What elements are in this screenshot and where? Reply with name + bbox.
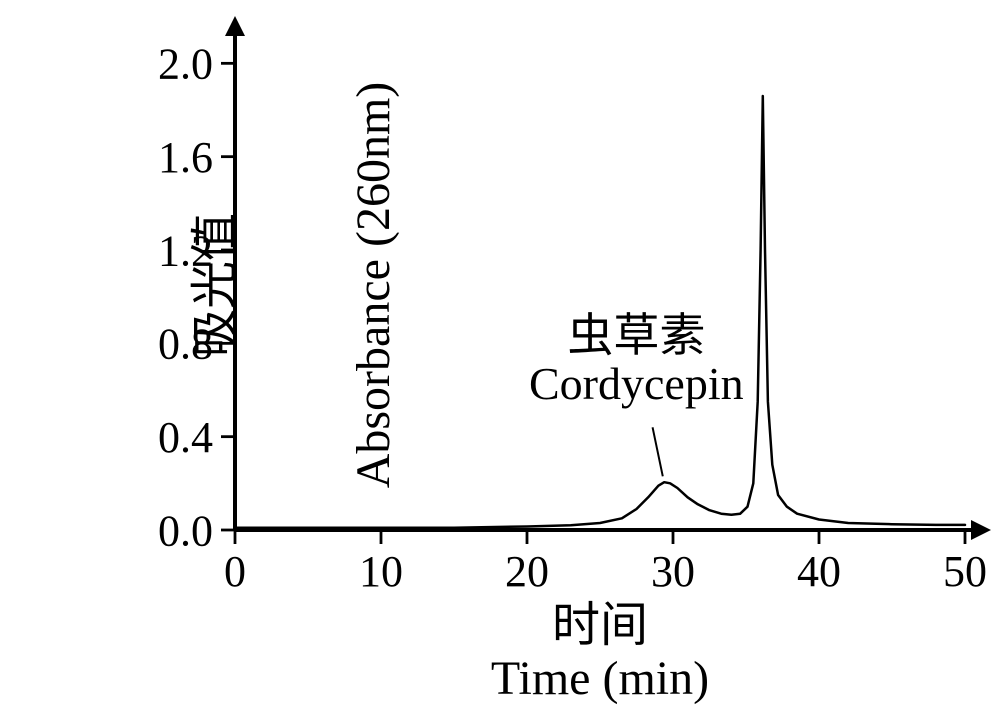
x-tick-label: 50 (943, 547, 987, 596)
peak-label-en: Cordycepin (529, 360, 744, 408)
x-tick-label: 20 (505, 547, 549, 596)
y-axis-label-cn: 吸光值 (189, 0, 242, 570)
cordycepin-peak-label: 虫草素 Cordycepin (529, 312, 744, 409)
y-axis-label-en: Absorbance (260nm) (348, 0, 401, 570)
y-axis-label: 吸光值 Absorbance (260nm) (84, 0, 506, 570)
x-tick-label: 40 (797, 547, 841, 596)
x-tick-label: 30 (651, 547, 695, 596)
peak-callout-line (653, 427, 663, 476)
peak-label-cn: 虫草素 (529, 312, 744, 360)
x-axis-label-en: Time (min) (235, 653, 965, 706)
x-axis-label: 时间 Time (min) (235, 600, 965, 706)
x-axis-label-cn: 时间 (235, 600, 965, 653)
